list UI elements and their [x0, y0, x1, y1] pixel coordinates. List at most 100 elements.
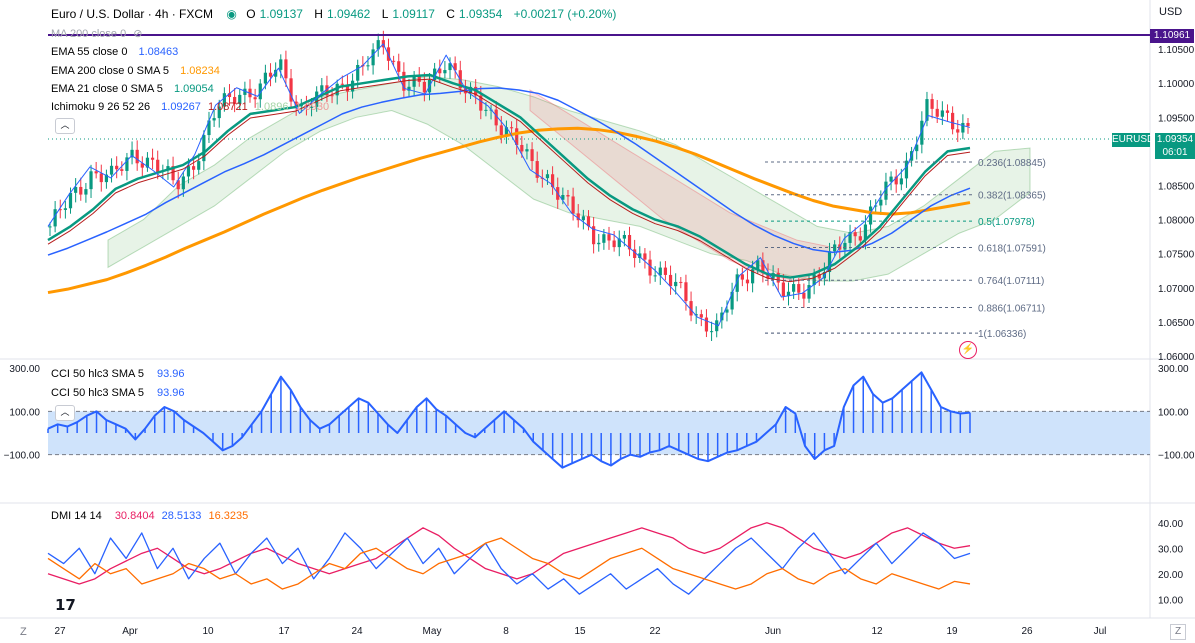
ema200-line	[47, 126, 971, 295]
ma200-legend[interactable]: MA 200 close 0 ⊘	[51, 27, 147, 40]
candle-body	[802, 292, 806, 299]
alert-lightning-icon[interactable]: ⚡	[959, 341, 977, 359]
time-tick-label: 27	[54, 626, 66, 637]
candle-body	[58, 209, 62, 211]
dmi-tick-label: 10.00	[1158, 595, 1183, 606]
candle-body	[561, 195, 565, 200]
candle-body	[186, 166, 191, 177]
candle-body	[130, 149, 134, 158]
candle-body	[99, 173, 103, 183]
cci-legend-1[interactable]: CCI 50 hlc3 SMA 5 93.96	[51, 368, 189, 380]
symbol-title[interactable]: Euro / U.S. Dollar · 4h · FXCM	[51, 7, 214, 21]
time-tick-label: 10	[202, 626, 214, 637]
ema200-legend[interactable]: EMA 200 close 0 SMA 5 1.08234	[51, 65, 224, 77]
candle-body	[376, 40, 380, 50]
ema21-legend[interactable]: EMA 21 close 0 SMA 5 1.09054	[51, 83, 218, 95]
dmi-pane: 40.00 30.00 20.00 10.00	[47, 519, 1183, 606]
candle-body	[274, 69, 278, 77]
candle-body	[545, 174, 550, 179]
candle-body	[720, 312, 724, 321]
candle-body	[207, 120, 211, 136]
candle-body	[709, 331, 714, 333]
candle-body	[407, 86, 411, 91]
candle-body	[453, 63, 457, 71]
candle-body	[325, 85, 329, 96]
cci-legend-2[interactable]: CCI 50 hlc3 SMA 5 93.96	[51, 387, 189, 399]
candle-body	[638, 253, 642, 259]
candle-body	[438, 68, 442, 74]
candle-body	[222, 93, 226, 107]
price-tick-label: 1.10000	[1158, 79, 1195, 90]
candle-body	[366, 65, 370, 67]
candle-body	[340, 83, 344, 85]
zoom-left-button[interactable]: Z	[20, 626, 27, 638]
candle-body	[745, 279, 750, 284]
candle-body	[202, 135, 206, 162]
candle-body	[443, 70, 447, 74]
ichimoku-base-line	[47, 78, 971, 283]
candle-body	[848, 232, 852, 243]
candle-body	[48, 226, 52, 228]
candle-body	[761, 260, 765, 273]
candle-body	[68, 192, 73, 209]
candle-body	[509, 127, 514, 129]
candle-body	[597, 242, 601, 245]
hidden-eye-icon[interactable]: ⊘	[133, 28, 143, 40]
candle-body	[894, 176, 898, 185]
ema55-legend[interactable]: EMA 55 close 0 1.08463	[51, 46, 182, 58]
candle-body	[945, 110, 950, 113]
candle-body	[145, 157, 150, 168]
cci-tick-label-left: 300.00	[9, 364, 40, 375]
ichimoku-conversion: 1.09267	[161, 101, 201, 113]
candle-body	[356, 64, 360, 81]
candle-body	[653, 275, 657, 277]
market-status-icon: ◉	[226, 7, 237, 21]
hline-price-tag: 1.10961	[1150, 29, 1194, 43]
candle-body	[940, 110, 944, 117]
candle-body	[766, 272, 770, 279]
ichimoku-legend[interactable]: Ichimoku 9 26 52 26 1.09267 1.08721 1.08…	[51, 101, 333, 113]
dmi-legend[interactable]: DMI 14 14 30.8404 28.5133 16.3235	[51, 510, 252, 522]
cci-label: CCI 50 hlc3 SMA 5	[51, 368, 144, 380]
candle-body	[89, 171, 93, 190]
time-tick-label: Jun	[765, 626, 781, 637]
ohlc-open: 1.09137	[259, 7, 303, 21]
price-tick-label: 1.10500	[1158, 45, 1195, 56]
candle-body	[135, 149, 139, 164]
candle-body	[668, 274, 673, 287]
candle-body	[571, 196, 575, 214]
price-tick-label: 1.09500	[1158, 113, 1195, 124]
candle-body	[874, 205, 878, 207]
dmi-label: DMI 14 14	[51, 510, 102, 522]
fib-label: 0.764(1.07111)	[978, 276, 1044, 287]
time-tick-label: 17	[278, 626, 290, 637]
ohlc-open-label: O	[246, 7, 256, 21]
candle-body	[592, 226, 596, 245]
candle-body	[279, 59, 283, 70]
ema55-label: EMA 55 close 0	[51, 46, 128, 58]
candle-body	[320, 85, 324, 92]
candle-body	[197, 161, 201, 170]
candle-body	[284, 59, 288, 79]
candle-body	[817, 274, 821, 279]
candle-body	[915, 144, 919, 152]
candle-body	[520, 144, 524, 152]
candle-body	[171, 166, 175, 181]
candle-body	[499, 125, 503, 136]
candle-body	[797, 284, 801, 293]
currency-label[interactable]: USD	[1159, 6, 1183, 18]
ohlc-close-label: C	[446, 7, 455, 21]
price-axes: 1.06000 1.06500 1.07000 1.07500 1.08000 1.085…	[54, 45, 1194, 637]
tradingview-logo[interactable]: 17	[55, 596, 76, 614]
collapse-cci-button[interactable]: ︿	[55, 405, 75, 421]
candle-body	[150, 157, 155, 160]
cci-tick-label-left: −100.00	[4, 451, 41, 462]
symbol-tag: EURUSD	[1112, 133, 1155, 147]
zoom-right-button[interactable]: Z	[1170, 624, 1186, 640]
bar-countdown: 06:01	[1162, 147, 1188, 158]
dmi-plus-value: 28.5133	[161, 510, 202, 522]
ohlc-high-label: H	[314, 7, 323, 21]
candle-body	[843, 242, 847, 250]
collapse-legend-button[interactable]: ︿	[55, 118, 75, 134]
